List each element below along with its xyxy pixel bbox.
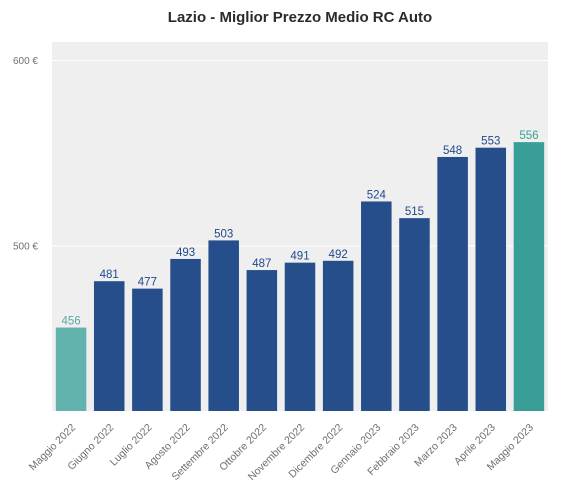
y-tick-label: 500 €: [13, 241, 38, 252]
data-label: 456: [61, 316, 80, 328]
bar: [55, 327, 87, 411]
data-label: 524: [367, 189, 387, 201]
data-label: 492: [329, 249, 348, 261]
bar: [284, 262, 316, 411]
data-label: 481: [100, 269, 119, 281]
data-label: 553: [481, 136, 500, 148]
bar: [361, 201, 392, 411]
bar: [208, 240, 239, 411]
bar: [132, 288, 163, 411]
data-label: 556: [519, 130, 538, 142]
data-label: 493: [176, 247, 195, 259]
bar: [170, 258, 201, 411]
bar: [93, 281, 125, 411]
y-tick-label: 600 €: [13, 56, 38, 67]
bar: [437, 156, 468, 411]
bar: [246, 270, 278, 411]
bar: [475, 147, 507, 411]
bars: [55, 142, 545, 411]
data-label: 491: [290, 251, 309, 263]
data-label: 503: [214, 228, 233, 240]
data-labels: 456 481 477 493 503 487 491 492 524 515 548 553 556: [61, 130, 538, 327]
data-label: 477: [138, 277, 157, 289]
y-axis: 500 € 600 €: [13, 56, 38, 252]
data-label: 515: [405, 206, 424, 218]
data-label: 548: [443, 145, 462, 157]
chart-title: Lazio - Miglior Prezzo Medio RC Auto: [168, 9, 432, 26]
bar: [322, 260, 354, 411]
data-label: 487: [252, 258, 271, 270]
bar: [513, 142, 545, 411]
bar: [399, 218, 430, 411]
